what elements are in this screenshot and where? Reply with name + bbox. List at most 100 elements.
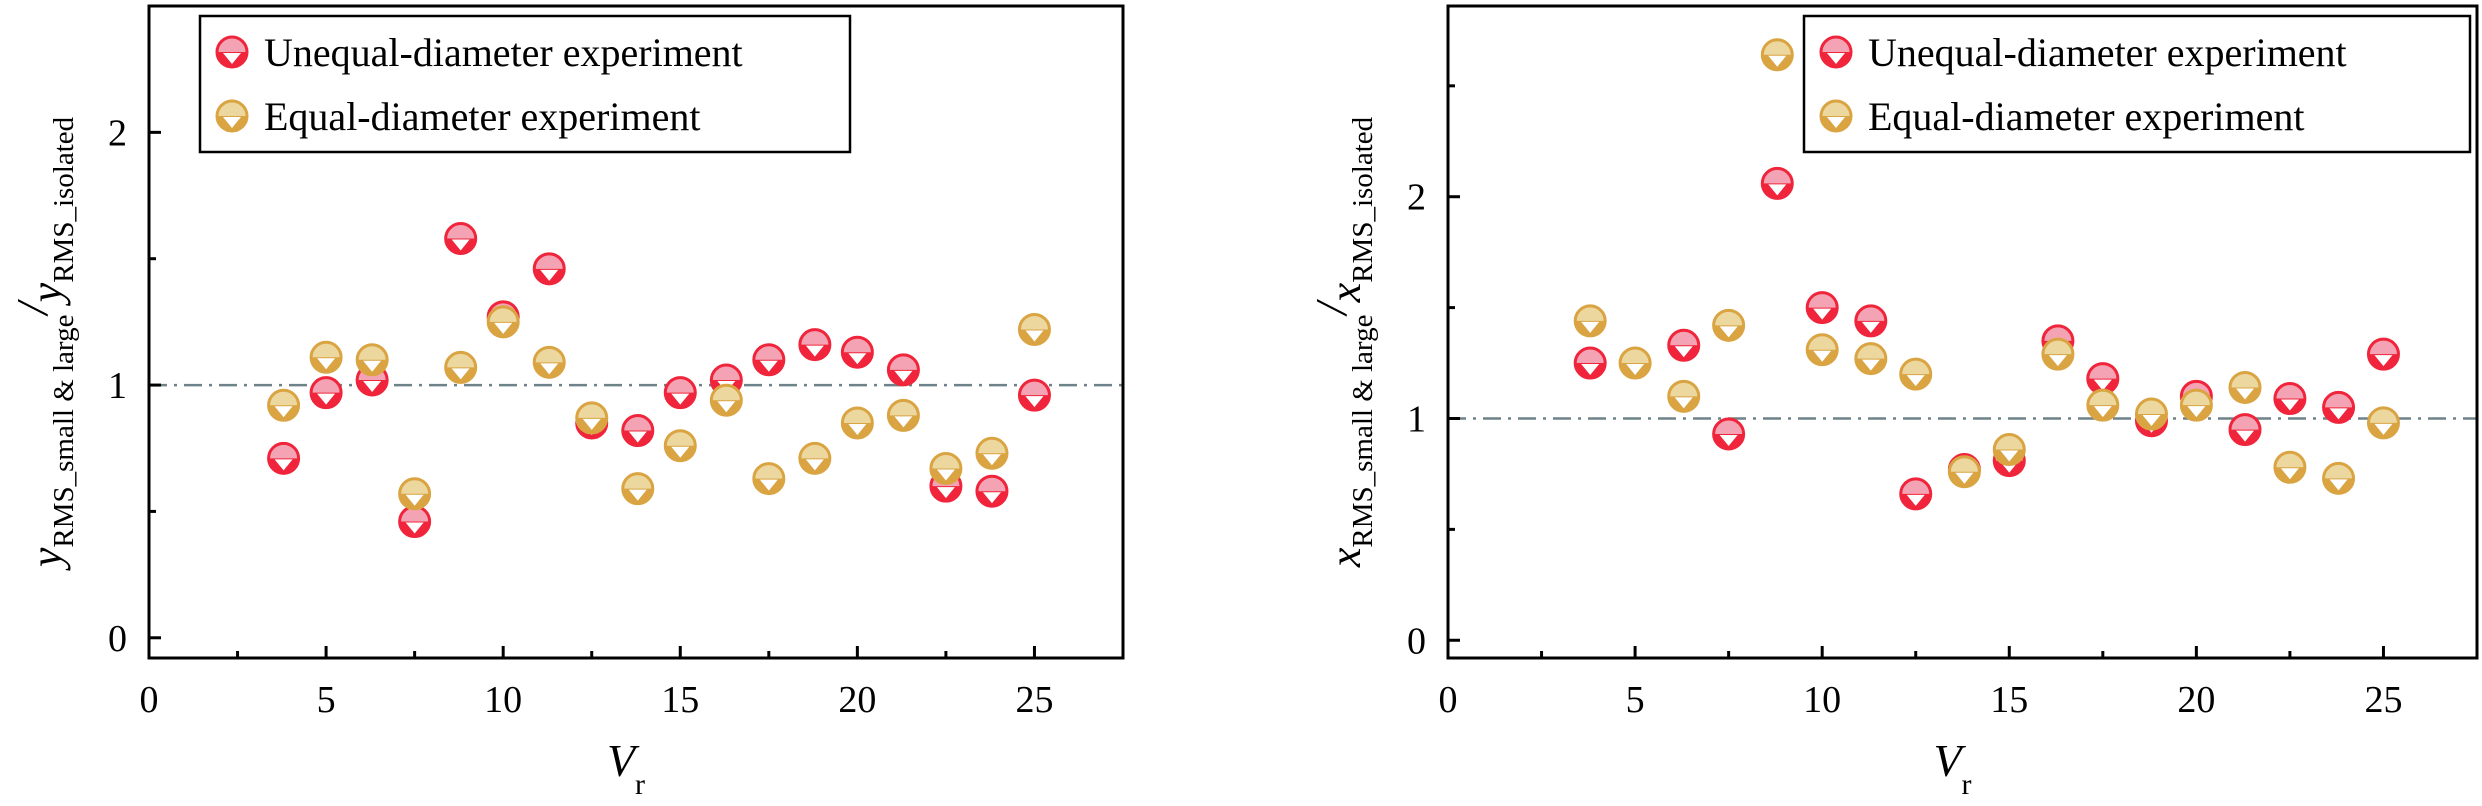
data-point-series-2 — [2179, 388, 2213, 422]
data-points — [267, 221, 1051, 539]
y-axis-label: yRMS_small & large/yRMS_isolated — [8, 116, 80, 571]
data-point-series-2 — [840, 406, 874, 440]
data-point-series-1 — [1899, 477, 1933, 511]
data-point-series-2 — [1947, 455, 1981, 489]
data-point-series-1 — [1712, 417, 1746, 451]
data-point-series-2 — [309, 340, 343, 374]
left-chart: 0 5 10 15 20 25 0 1 2 Vr yRMS_small & large/yRMS_i… — [8, 4, 1125, 801]
x-axis-label: Vr — [607, 735, 645, 801]
x-tick-label: 25 — [1015, 679, 1053, 721]
data-point-series-2 — [2322, 461, 2356, 495]
data-point-series-2 — [1573, 304, 1607, 338]
data-point-series-1 — [663, 376, 697, 410]
data-point-series-2 — [486, 305, 520, 339]
legend-box — [198, 14, 852, 154]
data-point-series-1 — [1760, 166, 1794, 200]
x-tick-label: 10 — [484, 679, 522, 721]
right-chart: 0 5 10 15 20 25 0 1 2 Vr xRMS_small & large/xRMS_i… — [1307, 4, 2479, 801]
legend-label-series-2: Equal-diameter experiment — [1868, 94, 2304, 139]
legend-label-series-1: Unequal-diameter experiment — [264, 30, 743, 75]
data-point-series-2 — [1760, 38, 1794, 72]
data-point-series-2 — [798, 441, 832, 475]
x-tick-label: 20 — [838, 679, 876, 721]
data-point-series-1 — [1854, 304, 1888, 338]
data-point-series-2 — [2366, 406, 2400, 440]
data-point-series-2 — [2041, 337, 2075, 371]
data-point-series-1 — [1017, 378, 1051, 412]
x-tick-label: 15 — [1990, 679, 2028, 721]
legend-box — [1802, 14, 2472, 154]
y-tick-label: 1 — [108, 365, 127, 407]
legend-marker-series-1 — [1819, 35, 1853, 69]
data-point-series-2 — [1992, 433, 2026, 467]
x-tick-label: 10 — [1803, 679, 1841, 721]
data-point-series-1 — [1573, 346, 1607, 380]
legend-marker-series-2 — [1819, 99, 1853, 133]
legend-marker-series-1 — [215, 35, 249, 69]
data-point-series-2 — [2134, 397, 2168, 431]
data-point-series-1 — [267, 441, 301, 475]
data-point-series-2 — [2273, 450, 2307, 484]
legend: Unequal-diameter experiment Equal-diamete… — [1802, 14, 2472, 154]
data-point-series-2 — [663, 429, 697, 463]
y-tick-label: 2 — [108, 112, 127, 154]
x-tick-label: 0 — [140, 679, 159, 721]
data-point-series-1 — [532, 252, 566, 286]
data-point-series-1 — [444, 221, 478, 255]
legend: Unequal-diameter experiment Equal-diamete… — [198, 14, 852, 154]
data-point-series-2 — [1712, 308, 1746, 342]
data-point-series-2 — [1017, 312, 1051, 346]
data-point-series-1 — [2322, 390, 2356, 424]
data-point-series-2 — [621, 472, 655, 506]
data-point-series-2 — [2228, 370, 2262, 404]
data-point-series-2 — [532, 345, 566, 379]
y-tick-label: 2 — [1407, 177, 1426, 219]
data-point-series-2 — [1899, 357, 1933, 391]
data-point-series-2 — [1667, 379, 1701, 413]
data-point-series-1 — [2273, 382, 2307, 416]
data-point-series-1 — [2228, 413, 2262, 447]
data-point-series-1 — [1667, 328, 1701, 362]
plot-frame — [147, 4, 1125, 660]
x-tick-label: 25 — [2364, 679, 2402, 721]
y-axis-label: xRMS_small & large/xRMS_isolated — [1307, 116, 1379, 568]
data-point-series-2 — [2086, 388, 2120, 422]
data-point-series-1 — [798, 328, 832, 362]
data-point-series-1 — [752, 343, 786, 377]
data-point-series-2 — [267, 388, 301, 422]
data-point-series-1 — [975, 474, 1009, 508]
data-points — [1573, 38, 2400, 511]
x-tick-label: 20 — [2177, 679, 2215, 721]
data-point-series-2 — [709, 383, 743, 417]
x-axis-label: Vr — [1933, 735, 1971, 801]
data-point-series-1 — [621, 414, 655, 448]
data-point-series-2 — [398, 477, 432, 511]
data-point-series-2 — [1854, 342, 1888, 376]
data-point-series-2 — [444, 350, 478, 384]
data-point-series-1 — [309, 376, 343, 410]
x-tick-label: 0 — [1439, 679, 1458, 721]
data-point-series-2 — [975, 436, 1009, 470]
legend-label-series-1: Unequal-diameter experiment — [1868, 30, 2347, 75]
data-point-series-1 — [2086, 362, 2120, 396]
data-point-series-2 — [752, 462, 786, 496]
x-tick-label: 15 — [661, 679, 699, 721]
data-point-series-2 — [886, 398, 920, 432]
data-point-series-1 — [398, 505, 432, 539]
data-point-series-2 — [1805, 333, 1839, 367]
data-point-series-2 — [1618, 346, 1652, 380]
y-tick-label: 0 — [108, 618, 127, 660]
y-tick-label: 0 — [1407, 620, 1426, 662]
data-point-series-1 — [2366, 337, 2400, 371]
legend-marker-series-2 — [215, 99, 249, 133]
legend-label-series-2: Equal-diameter experiment — [264, 94, 700, 139]
data-point-series-1 — [840, 335, 874, 369]
data-point-series-2 — [575, 401, 609, 435]
x-tick-label: 5 — [1626, 679, 1645, 721]
data-point-series-2 — [355, 343, 389, 377]
data-point-series-2 — [929, 451, 963, 485]
plot-frame — [1446, 4, 2479, 660]
x-tick-label: 5 — [317, 679, 336, 721]
data-point-series-1 — [886, 353, 920, 387]
